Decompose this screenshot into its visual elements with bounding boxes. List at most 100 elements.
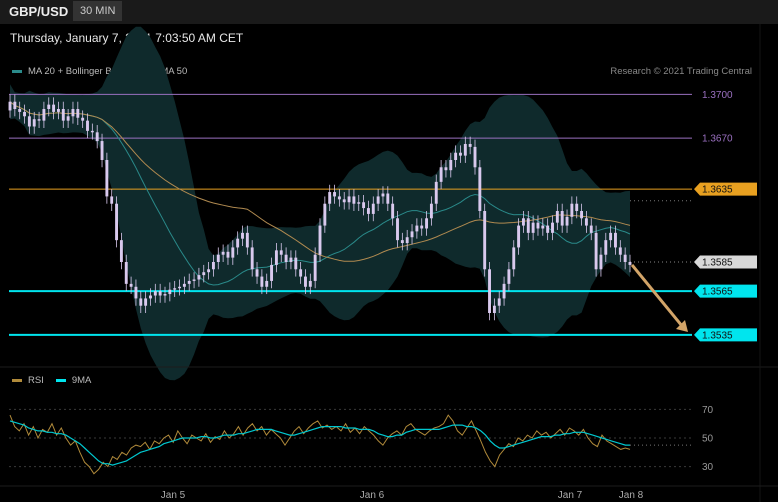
rsi-ma-line: [9, 420, 630, 466]
candle-body: [517, 225, 521, 248]
candle-body: [158, 291, 162, 296]
candle-body: [8, 101, 12, 111]
candle-body: [23, 111, 26, 117]
candle-body: [231, 247, 235, 258]
copyright-notice: Research © 2021 Trading Central: [610, 66, 752, 77]
ma20-swatch: [12, 70, 22, 73]
candle-body: [279, 250, 283, 255]
candle-body: [584, 218, 588, 226]
candle-body: [56, 109, 60, 112]
candle-body: [415, 225, 419, 232]
candle-body: [507, 269, 511, 284]
candle-body: [618, 247, 622, 255]
candle-body: [42, 109, 46, 121]
candle-body: [299, 269, 303, 277]
candle-body: [149, 295, 152, 299]
candle-body: [512, 247, 516, 270]
candle-body: [536, 222, 540, 229]
interval-button[interactable]: 30 MIN: [73, 1, 123, 21]
candle-body: [144, 298, 148, 306]
rsi-legend-label: RSI: [28, 375, 44, 386]
level-label-3: 1.3585: [702, 258, 733, 269]
candle-body: [18, 109, 22, 112]
candle-body: [323, 203, 327, 226]
candle-body: [328, 192, 332, 204]
candle-body: [124, 262, 128, 284]
candle-body: [211, 262, 215, 270]
rsi-line: [9, 414, 631, 475]
candle-body: [381, 193, 385, 197]
candle-body: [400, 240, 404, 244]
candle-body: [86, 120, 89, 131]
candle-body: [502, 283, 506, 299]
candle-body: [313, 254, 317, 281]
candle-body: [575, 203, 579, 211]
candle-body: [241, 232, 244, 239]
candle-body: [459, 152, 462, 156]
candle-body: [531, 222, 535, 233]
candle-body: [371, 203, 375, 214]
candle-body: [555, 211, 559, 223]
time-axis: Jan 5 Jan 6 Jan 7 Jan 8: [0, 485, 778, 501]
candle-body: [71, 109, 75, 117]
candle-body: [187, 280, 191, 284]
candle-body: [609, 232, 613, 241]
candle-body: [386, 193, 390, 204]
candle-body: [614, 232, 617, 248]
candle-body: [207, 269, 211, 273]
rsi-chart: 30 50 70: [9, 405, 714, 475]
candle-body: [521, 218, 525, 226]
rsi-swatch: [12, 379, 22, 382]
forecast-arrowhead: [676, 319, 688, 332]
level-label-2: 1.3635: [702, 185, 733, 196]
top-bar: GBP/USD 30 MIN: [0, 0, 778, 24]
candle-body: [454, 152, 458, 160]
price-chart: 1.3700 1.3670 1.3635 1.3585 1.3565 1.3535: [0, 24, 778, 502]
candle-body: [420, 225, 424, 229]
candle-body: [483, 211, 487, 270]
candle-body: [337, 196, 341, 200]
candle-body: [119, 240, 123, 262]
candle-body: [347, 196, 351, 203]
candle-body: [497, 298, 501, 306]
candle-body: [488, 269, 491, 313]
candle-body: [546, 225, 550, 233]
x-tick-label-3: Jan 8: [619, 490, 644, 501]
candle-body: [357, 202, 361, 204]
candle-body: [604, 240, 608, 255]
candle-body: [197, 275, 201, 280]
candle-body: [61, 109, 65, 121]
forecast-arrow: [630, 263, 684, 327]
candle-body: [100, 141, 104, 160]
candle-body: [95, 132, 99, 142]
candle-body: [255, 269, 259, 277]
candle-body: [178, 286, 181, 289]
candle-body: [129, 283, 133, 287]
candle-body: [570, 203, 574, 217]
rsi-legend: RSI 9MA: [12, 375, 91, 386]
candle-body: [294, 257, 298, 270]
candle-body: [628, 262, 632, 265]
candle-body: [37, 119, 41, 121]
candle-body: [318, 225, 322, 255]
candle-body: [105, 160, 109, 197]
candle-body: [410, 231, 414, 238]
candle-body: [444, 167, 448, 171]
candle-body: [362, 202, 366, 209]
candle-body: [265, 280, 269, 287]
rsi-ma-swatch: [55, 379, 66, 382]
candle-body: [90, 130, 94, 133]
candle-body: [551, 222, 554, 233]
candle-body: [168, 289, 172, 295]
level-label-4: 1.3565: [702, 287, 733, 298]
rsi-tick-70: 70: [702, 405, 714, 416]
candle-body: [260, 276, 264, 287]
rsi-tick-30: 30: [702, 462, 714, 473]
candle-body: [396, 218, 399, 241]
candle-body: [463, 143, 467, 156]
candle-body: [270, 264, 274, 281]
candle-body: [468, 143, 472, 147]
candle-body: [163, 294, 167, 296]
candle-body: [405, 237, 409, 244]
